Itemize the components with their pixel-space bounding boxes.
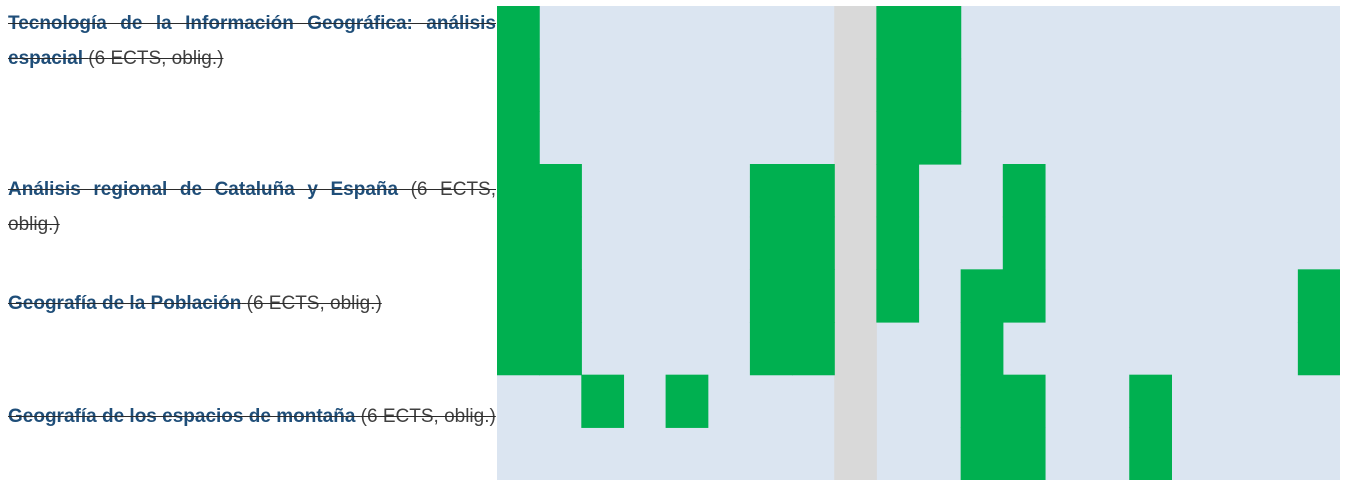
- schedule-cell-filled: [792, 216, 835, 270]
- schedule-cell-filled: [918, 111, 962, 165]
- schedule-cell-filled: [918, 58, 962, 112]
- schedule-cell-filled: [749, 216, 793, 270]
- schedule-cell-filled: [539, 269, 582, 323]
- schedule-cell-filled: [792, 164, 835, 218]
- schedule-cell-filled: [749, 322, 793, 376]
- schedule-cell-filled: [581, 374, 625, 428]
- schedule-cell-filled: [876, 58, 920, 112]
- schedule-cell-filled: [876, 164, 920, 218]
- schedule-cell-filled: [497, 111, 540, 165]
- schedule-cell-filled: [960, 269, 1004, 323]
- schedule-cell-filled: [1002, 374, 1046, 428]
- schedule-cell-filled: [876, 6, 920, 60]
- schedule-cell-filled: [918, 6, 962, 60]
- schedule-cell-filled: [539, 216, 582, 270]
- schedule-cell-filled: [1002, 164, 1046, 218]
- course-name: Tecnología de la Información Geográfica:…: [8, 13, 496, 69]
- course-credits: (6 ECTS, oblig.): [246, 293, 382, 314]
- course-entry: Tecnología de la Información Geográfica:…: [8, 6, 496, 76]
- schedule-cell-filled: [792, 322, 835, 376]
- schedule-cell-filled: [1129, 427, 1172, 480]
- schedule-cell-filled: [960, 322, 1004, 376]
- schedule-grid: [497, 6, 1340, 480]
- schedule-cell-filled: [497, 216, 540, 270]
- schedule-cell-filled: [749, 164, 793, 218]
- course-name: Geografía de los espacios de montaña: [8, 406, 356, 427]
- schedule-cell-filled: [749, 269, 793, 323]
- schedule-cell-filled: [665, 374, 709, 428]
- schedule-cell-filled: [1002, 269, 1046, 323]
- schedule-cell-filled: [497, 269, 540, 323]
- schedule-cell-filled: [1297, 322, 1340, 376]
- schedule-cell-filled: [876, 269, 920, 323]
- schedule-cell-filled: [1002, 427, 1046, 480]
- course-entry: Geografía de la Población (6 ECTS, oblig…: [8, 286, 496, 321]
- course-name: Análisis regional de Cataluña y España: [8, 179, 399, 200]
- schedule-cell-filled: [1002, 216, 1046, 270]
- separator-column: [834, 6, 877, 480]
- course-credits: (6 ECTS, oblig.): [88, 48, 224, 69]
- schedule-cell-filled: [497, 6, 540, 60]
- course-entry: Análisis regional de Cataluña y España (…: [8, 172, 496, 242]
- schedule-cell-filled: [960, 427, 1004, 480]
- course-entry: Geografía de los espacios de montaña (6 …: [8, 399, 496, 434]
- schedule-cell-filled: [876, 216, 920, 270]
- schedule-cell-filled: [539, 164, 582, 218]
- schedule-cell-filled: [497, 164, 540, 218]
- schedule-cell-filled: [1129, 374, 1172, 428]
- schedule-cell-filled: [960, 374, 1004, 428]
- schedule-cell-filled: [792, 269, 835, 323]
- schedule-cell-filled: [1297, 269, 1340, 323]
- course-credits: (6 ECTS, oblig.): [8, 179, 496, 235]
- schedule-cell-filled: [876, 111, 920, 165]
- course-name: Geografía de la Población: [8, 293, 242, 314]
- course-credits: (6 ECTS, oblig.): [360, 406, 496, 427]
- schedule-cell-filled: [497, 58, 540, 112]
- schedule-cell-filled: [539, 322, 582, 376]
- schedule-cell-filled: [497, 322, 540, 376]
